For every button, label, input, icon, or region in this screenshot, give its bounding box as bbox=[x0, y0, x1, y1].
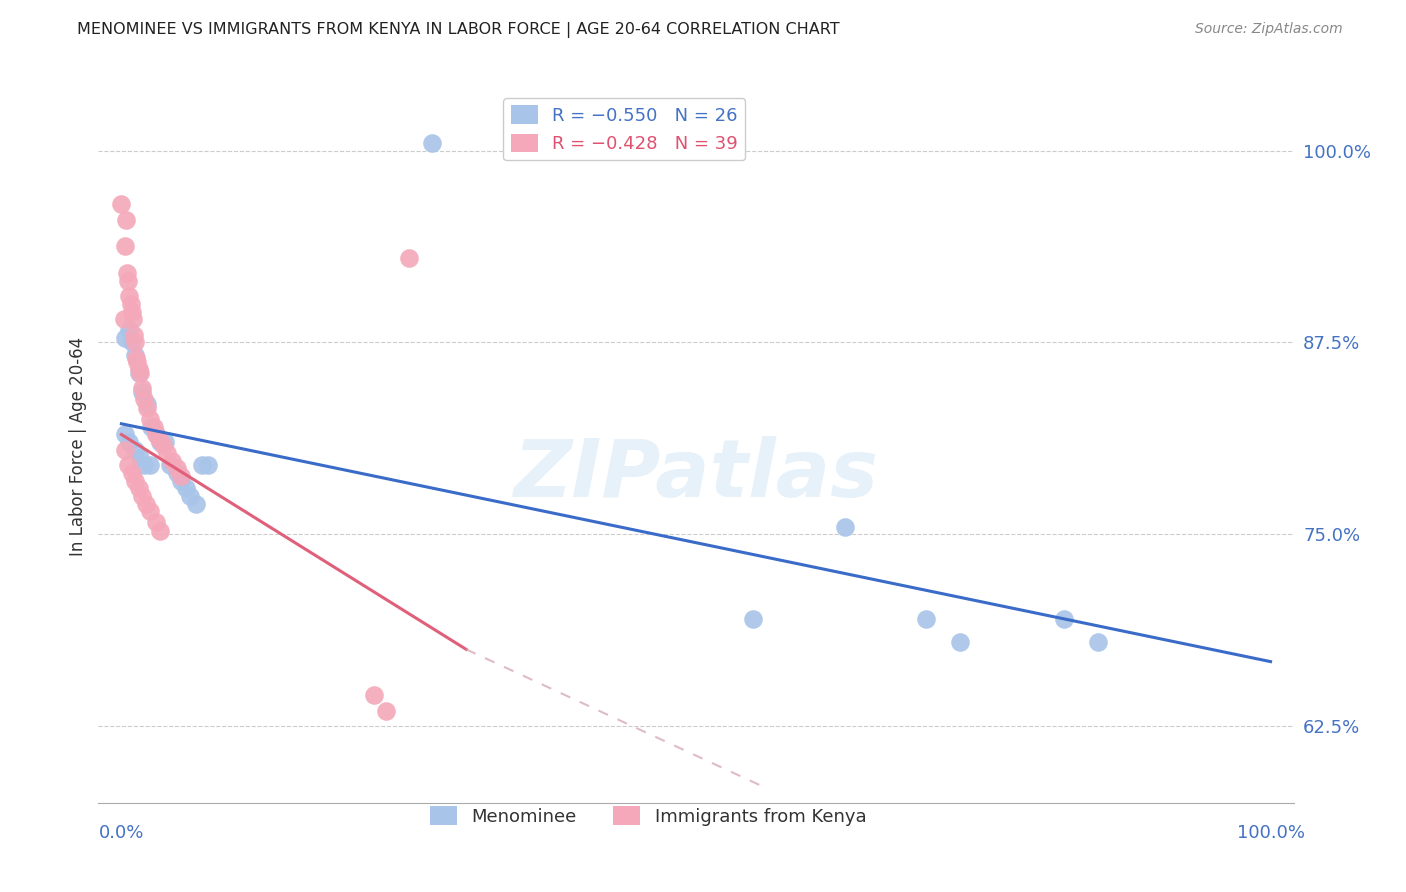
Text: 0.0%: 0.0% bbox=[98, 824, 143, 842]
Point bbox=[145, 427, 167, 442]
Point bbox=[152, 438, 174, 452]
Point bbox=[128, 481, 150, 495]
Point bbox=[363, 689, 385, 703]
Text: 100.0%: 100.0% bbox=[1236, 824, 1305, 842]
Point bbox=[121, 304, 143, 318]
Point bbox=[166, 466, 188, 480]
Point bbox=[949, 634, 972, 648]
Point bbox=[118, 289, 141, 303]
Point bbox=[149, 435, 172, 450]
Point bbox=[174, 481, 197, 495]
Point bbox=[170, 469, 193, 483]
Point bbox=[120, 826, 142, 840]
Point bbox=[127, 355, 149, 369]
Point bbox=[128, 366, 150, 380]
Y-axis label: In Labor Force | Age 20-64: In Labor Force | Age 20-64 bbox=[69, 336, 87, 556]
Point bbox=[170, 474, 193, 488]
Point bbox=[149, 524, 172, 538]
Point bbox=[121, 466, 143, 480]
Point bbox=[128, 450, 150, 465]
Point bbox=[197, 458, 219, 473]
Point bbox=[120, 297, 142, 311]
Point bbox=[112, 312, 135, 326]
Point bbox=[160, 453, 183, 467]
Text: Source: ZipAtlas.com: Source: ZipAtlas.com bbox=[1195, 22, 1343, 37]
Point bbox=[145, 515, 167, 529]
Point bbox=[184, 497, 207, 511]
Point bbox=[114, 331, 136, 345]
Point bbox=[122, 327, 145, 342]
Point bbox=[142, 419, 165, 434]
Point bbox=[1087, 634, 1109, 648]
Legend: Menominee, Immigrants from Kenya: Menominee, Immigrants from Kenya bbox=[423, 799, 873, 833]
Point bbox=[117, 458, 139, 473]
Point bbox=[124, 442, 146, 457]
Point bbox=[834, 519, 856, 533]
Point bbox=[131, 489, 153, 503]
Point bbox=[114, 427, 136, 442]
Point bbox=[114, 442, 136, 457]
Point bbox=[118, 435, 141, 450]
Point bbox=[139, 412, 162, 426]
Point bbox=[153, 435, 176, 450]
Point bbox=[166, 461, 188, 475]
Point bbox=[128, 361, 150, 376]
Point bbox=[1053, 612, 1076, 626]
Point bbox=[115, 212, 138, 227]
Point bbox=[145, 427, 167, 442]
Point bbox=[124, 348, 146, 362]
Point bbox=[114, 238, 136, 252]
Point bbox=[122, 312, 145, 326]
Point bbox=[134, 458, 156, 473]
Point bbox=[124, 474, 146, 488]
Point bbox=[115, 266, 138, 280]
Point bbox=[420, 136, 443, 150]
Point bbox=[135, 497, 157, 511]
Point bbox=[110, 826, 132, 840]
Point bbox=[125, 351, 148, 365]
Point bbox=[135, 401, 157, 416]
Point bbox=[141, 419, 163, 434]
Point bbox=[374, 704, 396, 718]
Point bbox=[742, 612, 765, 626]
Point bbox=[191, 458, 214, 473]
Text: ZIPatlas: ZIPatlas bbox=[513, 435, 879, 514]
Point bbox=[121, 335, 143, 350]
Point bbox=[118, 323, 141, 337]
Point bbox=[131, 381, 153, 395]
Point bbox=[110, 197, 132, 211]
Point bbox=[398, 251, 420, 265]
Point bbox=[135, 397, 157, 411]
Point bbox=[159, 458, 181, 473]
Point bbox=[131, 384, 153, 399]
Point bbox=[128, 366, 150, 380]
Point bbox=[117, 274, 139, 288]
Point bbox=[134, 392, 156, 407]
Text: MENOMINEE VS IMMIGRANTS FROM KENYA IN LABOR FORCE | AGE 20-64 CORRELATION CHART: MENOMINEE VS IMMIGRANTS FROM KENYA IN LA… bbox=[77, 22, 839, 38]
Point bbox=[139, 458, 162, 473]
Point bbox=[156, 446, 179, 460]
Point bbox=[124, 335, 146, 350]
Point bbox=[179, 489, 201, 503]
Point bbox=[139, 504, 162, 518]
Point bbox=[148, 432, 170, 446]
Point bbox=[914, 612, 936, 626]
